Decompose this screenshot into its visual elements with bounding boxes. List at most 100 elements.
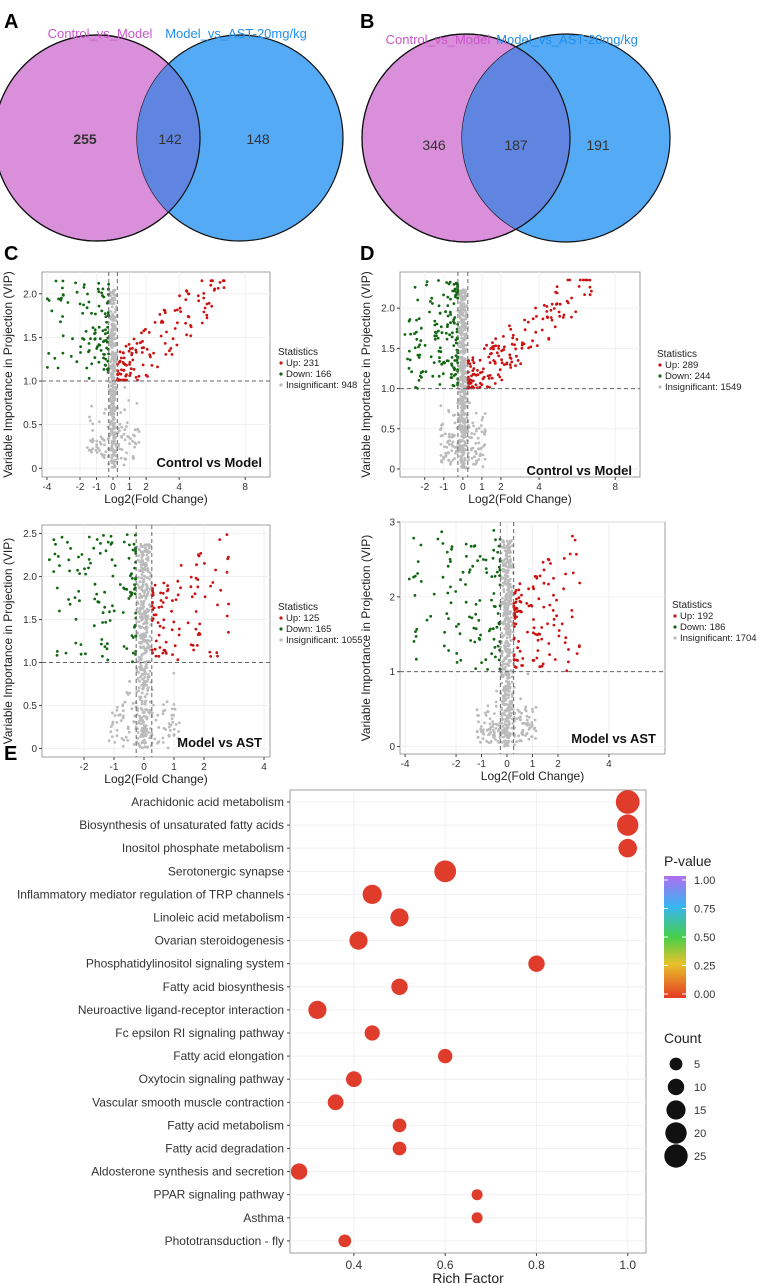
down-point (103, 312, 107, 315)
insignificant-point (501, 718, 504, 722)
x-tick-label: 0.6 (437, 1258, 454, 1272)
insignificant-point (489, 740, 493, 744)
insignificant-point (464, 384, 467, 388)
down-point (53, 552, 57, 556)
up-point (200, 279, 204, 283)
insignificant-point (444, 451, 448, 455)
insignificant-point (131, 439, 134, 443)
insignificant-point (465, 392, 468, 396)
insignificant-point (137, 430, 141, 433)
insignificant-point (133, 445, 137, 449)
insignificant-point (462, 324, 465, 328)
insignificant-point (109, 343, 113, 346)
insignificant-point (518, 710, 521, 714)
venn-b-overlap-count: 187 (504, 137, 528, 153)
insignificant-point (483, 433, 487, 436)
insignificant-point (475, 427, 478, 431)
insignificant-point (145, 553, 149, 557)
down-point (417, 345, 420, 349)
insignificant-point (513, 711, 517, 715)
down-point (106, 325, 110, 329)
insignificant-point (441, 456, 445, 459)
up-point (570, 609, 574, 612)
insignificant-point (510, 675, 514, 679)
insignificant-point (157, 726, 161, 729)
up-point (471, 358, 475, 362)
insignificant-point (113, 344, 117, 348)
pathway-bubble (618, 838, 637, 858)
up-point (179, 310, 183, 313)
down-point (129, 574, 132, 578)
up-point (122, 356, 126, 360)
down-point (56, 555, 60, 558)
down-point (490, 575, 494, 578)
insignificant-point (464, 404, 467, 408)
up-point (150, 648, 154, 652)
up-point (531, 659, 535, 662)
insignificant-point (133, 714, 137, 718)
down-point (59, 320, 62, 324)
down-point (429, 614, 433, 618)
insignificant-point (509, 585, 513, 589)
up-point (551, 609, 555, 612)
up-point (498, 368, 502, 372)
x-tick-label: -2 (80, 762, 89, 773)
insignificant-point (110, 456, 114, 460)
insignificant-point (128, 691, 132, 695)
insignificant-point (504, 650, 508, 653)
up-point (521, 657, 525, 660)
insignificant-point (460, 356, 463, 359)
insignificant-point (463, 376, 467, 380)
pathway-label: PPAR signaling pathway (153, 1188, 284, 1202)
up-point (156, 621, 160, 624)
insignificant-point (502, 711, 506, 715)
up-point (132, 337, 136, 341)
insignificant-point (144, 680, 148, 684)
down-point (431, 374, 435, 378)
down-point (497, 658, 501, 662)
up-point (176, 658, 180, 662)
insignificant-point (115, 728, 119, 732)
plot-title: Control vs Model (527, 463, 632, 478)
up-point (549, 316, 553, 319)
colorbar-tick-label: 0.00 (694, 989, 715, 1001)
insignificant-point (508, 562, 511, 566)
insignificant-point (114, 392, 117, 396)
x-tick-label: 2 (555, 759, 561, 770)
down-point (439, 325, 443, 329)
up-point (200, 321, 204, 325)
insignificant-point (141, 672, 145, 676)
down-point (494, 538, 497, 542)
insignificant-point (122, 463, 126, 467)
x-tick-label: 4 (536, 482, 542, 493)
insignificant-point (484, 430, 487, 433)
legend-title: Statistics (672, 600, 712, 611)
up-point (492, 347, 495, 351)
insignificant-point (111, 433, 115, 436)
down-point (449, 297, 452, 301)
up-point (175, 343, 179, 347)
insignificant-point (102, 438, 105, 442)
insignificant-point (502, 699, 506, 703)
insignificant-point (145, 607, 149, 611)
up-point (489, 347, 493, 350)
insignificant-point (456, 450, 460, 454)
insignificant-point (113, 465, 117, 469)
insignificant-point (445, 445, 449, 449)
up-point (134, 350, 138, 354)
down-point (479, 633, 482, 637)
plot-frame (399, 271, 641, 478)
insignificant-point (519, 715, 522, 719)
up-point (165, 596, 168, 600)
venn-b-left-label: Control_vs_Model (386, 32, 491, 47)
up-point (218, 538, 222, 541)
insignificant-point (111, 454, 115, 458)
down-point (95, 538, 99, 541)
down-point (493, 646, 497, 649)
up-point (566, 278, 570, 282)
insignificant-point (113, 357, 116, 360)
down-point (446, 359, 450, 363)
insignificant-point (474, 411, 478, 415)
insignificant-point (140, 691, 144, 695)
insignificant-point (109, 730, 113, 734)
